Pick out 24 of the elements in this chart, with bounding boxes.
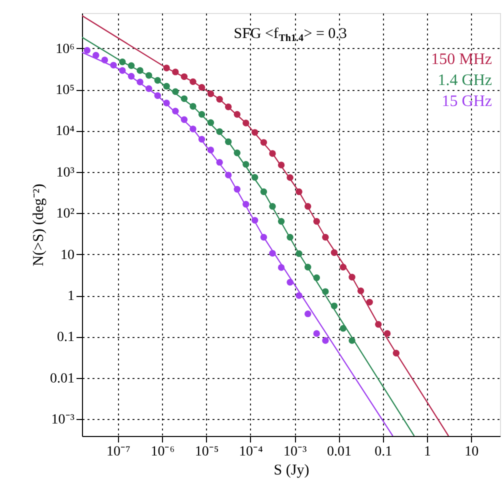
text: 1.4 GHz	[438, 72, 492, 89]
y-tick-label: 10²	[56, 206, 74, 222]
text: 150 MHz	[431, 51, 492, 68]
y-tick-label: 0.1	[57, 330, 74, 346]
y-tick-label: 10⁶	[56, 42, 75, 57]
x-tick-label: 0.1	[374, 444, 392, 460]
y-tick-label: 10⁻³	[51, 412, 74, 428]
x-tick-label: 10⁻⁵	[194, 444, 219, 460]
y-axis-title: N(>S) (deg⁻²)	[31, 184, 47, 266]
x-tick-label: 10⁻³	[283, 444, 307, 460]
y-tick-label: 10⁵	[56, 83, 75, 98]
x-axis-title: S (Jy)	[274, 462, 310, 478]
x-tick-label: 1	[424, 444, 432, 460]
x-tick-label: 10⁻⁴	[238, 444, 263, 460]
y-tick-label: 10⁴	[56, 124, 75, 140]
x-tick-label: 10⁻⁶	[150, 444, 175, 460]
x-tick-label: 10⁻⁷	[106, 444, 131, 460]
y-tick-label: 1	[68, 289, 74, 304]
y-tick-label: 10	[60, 248, 74, 263]
x-tick-label: 10	[464, 444, 479, 460]
y-tick-label: 0.01	[50, 371, 74, 386]
text: 15 GHz	[442, 93, 492, 110]
x-tick-label: 0.01	[326, 444, 352, 460]
y-tick-label: 10³	[56, 165, 74, 180]
